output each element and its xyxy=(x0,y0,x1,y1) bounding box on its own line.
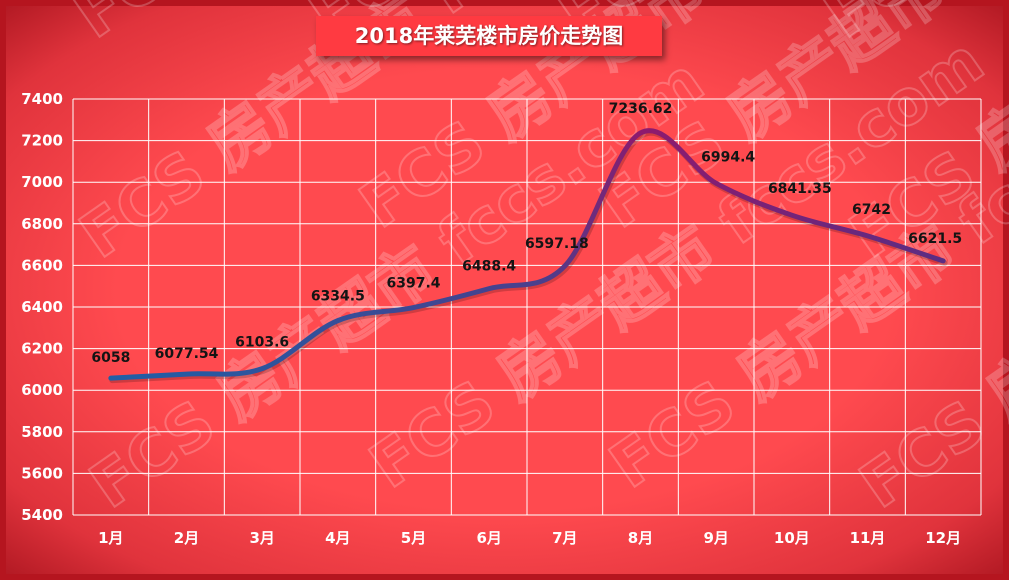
title-box: 2018年莱芜楼市房价走势图 xyxy=(316,16,662,56)
y-tick-label: 5400 xyxy=(21,506,63,524)
series-line-path xyxy=(108,128,946,381)
y-tick-label: 7200 xyxy=(21,132,63,150)
data-label: 6597.18 xyxy=(525,236,589,252)
y-tick-label: 6400 xyxy=(21,298,63,316)
data-label: 6841.35 xyxy=(768,181,832,197)
data-label: 6994.4 xyxy=(701,149,755,165)
data-label: 6397.4 xyxy=(386,276,440,292)
data-label: 6077.54 xyxy=(155,346,219,362)
x-tick-label: 11月 xyxy=(850,529,886,547)
y-tick-label: 6200 xyxy=(21,340,63,358)
y-tick-label: 6000 xyxy=(21,381,63,399)
data-label: 7236.62 xyxy=(609,101,673,117)
data-label: 6334.5 xyxy=(311,289,365,305)
y-tick-label: 5600 xyxy=(21,464,63,482)
x-tick-label: 12月 xyxy=(925,529,961,547)
y-tick-label: 6800 xyxy=(21,215,63,233)
x-tick-label: 1月 xyxy=(98,529,123,547)
x-tick-label: 3月 xyxy=(249,529,274,547)
x-tick-label: 2月 xyxy=(174,529,199,547)
y-axis: 5400 5600 5800 6000 6200 6400 6600 6800 7000 7200… xyxy=(21,90,63,524)
y-tick-label: 7000 xyxy=(21,173,63,191)
series-line xyxy=(108,128,948,384)
x-tick-label: 4月 xyxy=(325,529,350,547)
data-labels: 6058 6077.54 6103.6 6334.5 6397.4 6488.4 6597.… xyxy=(91,101,962,366)
data-label: 6058 xyxy=(91,350,130,366)
data-label: 6103.6 xyxy=(235,335,289,351)
x-tick-label: 6月 xyxy=(476,529,501,547)
x-tick-label: 8月 xyxy=(628,529,653,547)
x-tick-label: 5月 xyxy=(401,529,426,547)
y-tick-label: 7400 xyxy=(21,90,63,108)
x-tick-label: 7月 xyxy=(552,529,577,547)
x-tick-label: 9月 xyxy=(703,529,728,547)
x-axis: 1月 2月 3月 4月 5月 6月 7月 8月 9月 10月 11月 12月 xyxy=(98,529,961,547)
data-label: 6621.5 xyxy=(908,231,962,247)
data-label: 6742 xyxy=(852,202,891,218)
data-label: 6488.4 xyxy=(462,259,516,275)
y-tick-label: 6600 xyxy=(21,256,63,274)
y-tick-label: 5800 xyxy=(21,423,63,441)
grid-lines xyxy=(72,98,982,516)
chart-title: 2018年莱芜楼市房价走势图 xyxy=(354,24,624,48)
x-tick-label: 10月 xyxy=(774,529,810,547)
